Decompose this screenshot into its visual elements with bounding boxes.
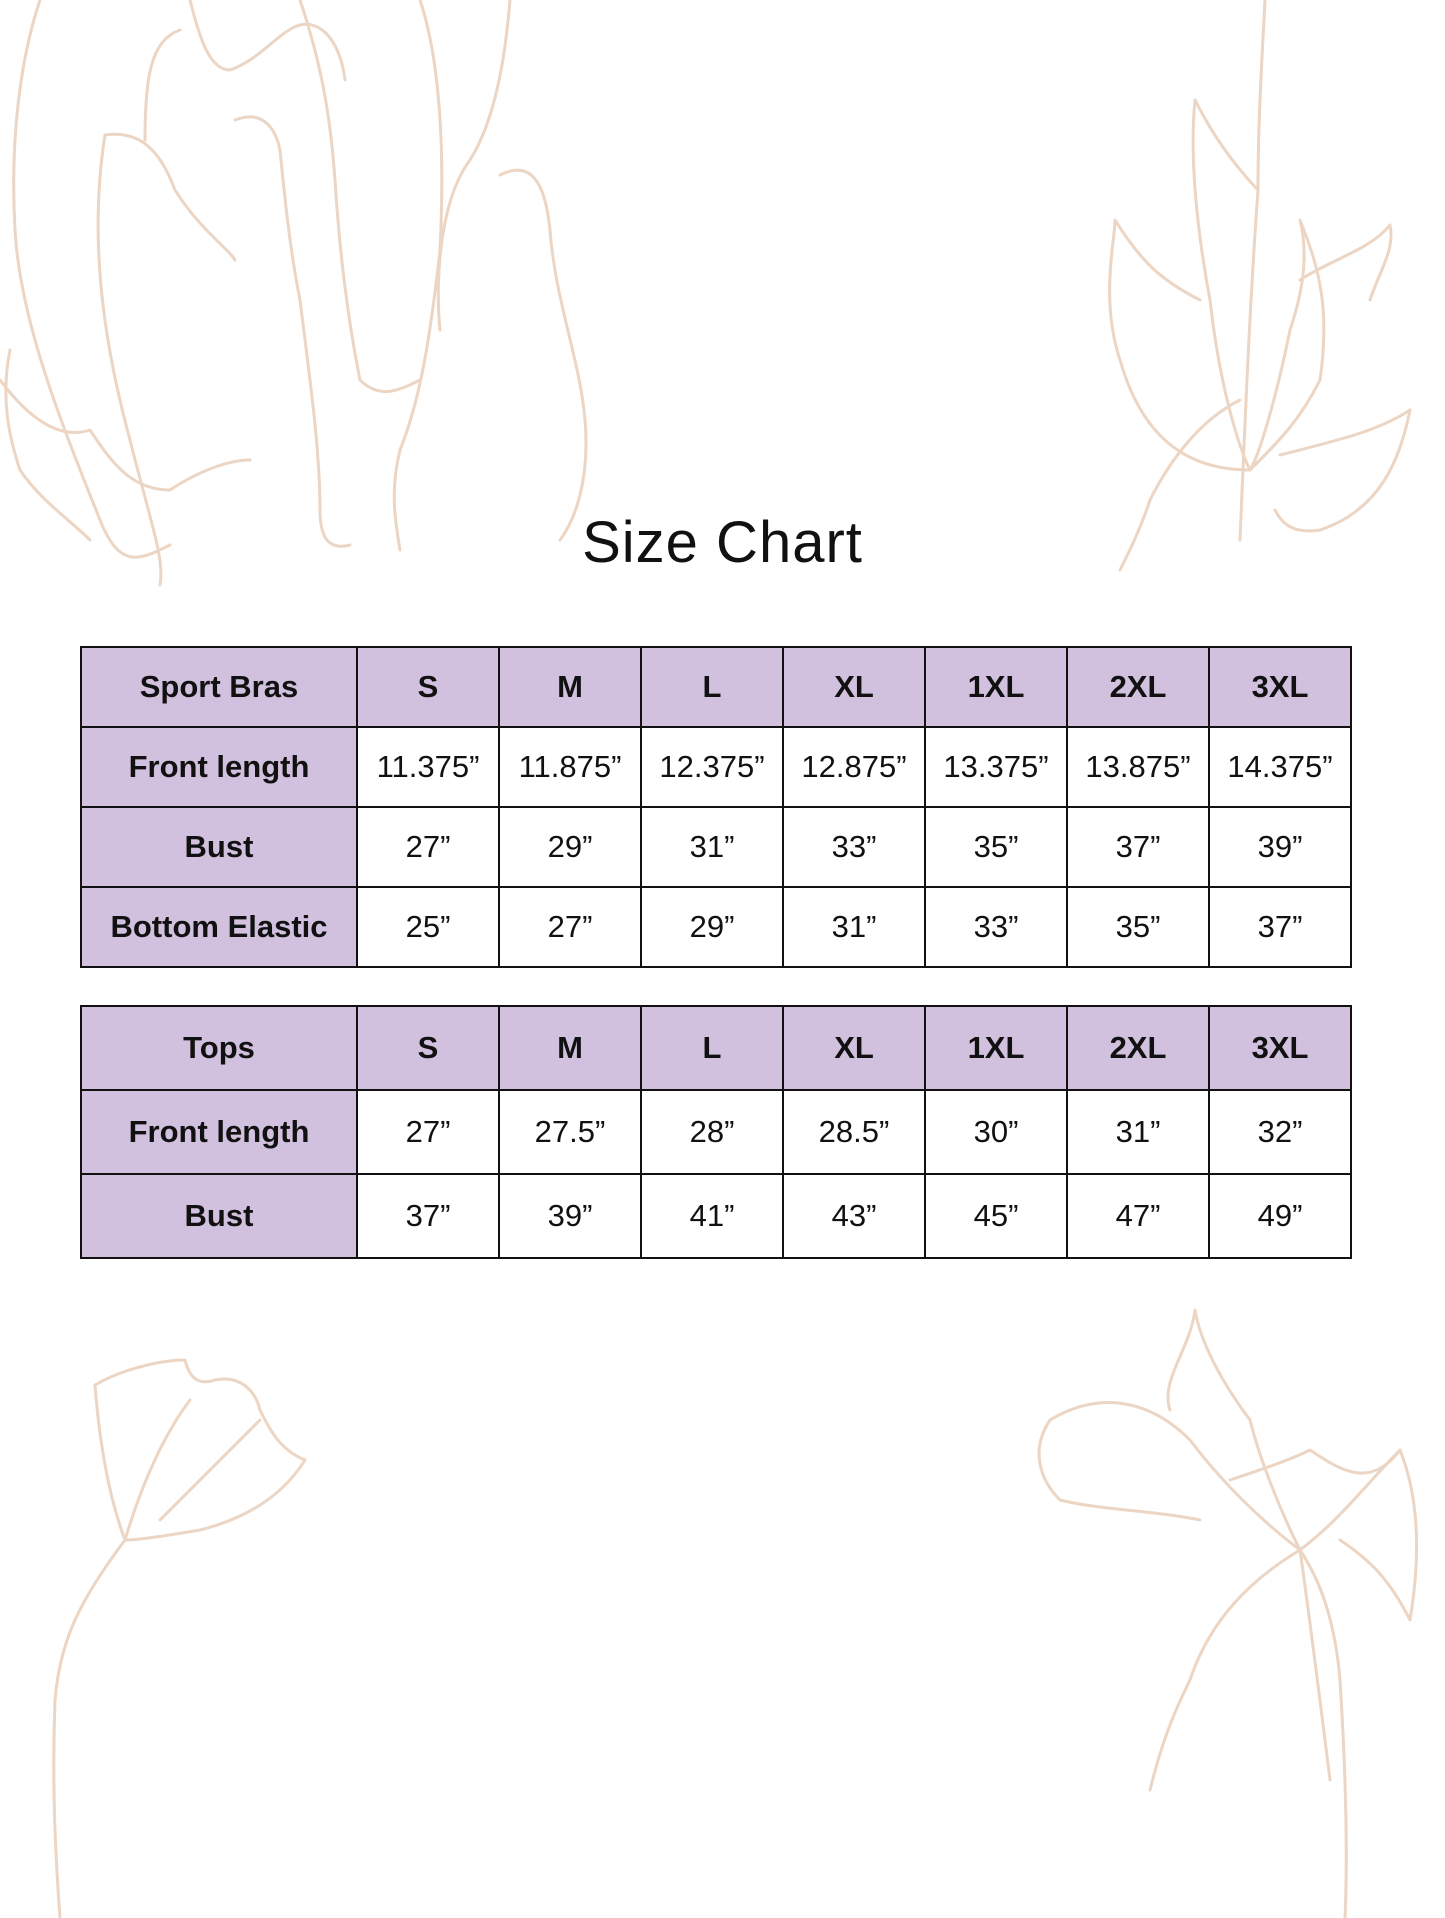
value-cell: 43”	[782, 1173, 926, 1259]
tops-size-table: Tops S M L XL 1XL 2XL 3XL Front length 2…	[80, 1005, 1352, 1259]
size-header-cell: M	[498, 646, 642, 728]
size-header-cell: 2XL	[1066, 1005, 1210, 1091]
lily-illustration-bottom-right	[1037, 1308, 1419, 1918]
value-cell: 37”	[1208, 886, 1352, 968]
table-header-row: Tops S M L XL 1XL 2XL 3XL	[80, 1005, 1352, 1091]
value-cell: 31”	[640, 806, 784, 888]
size-header-cell: L	[640, 1005, 784, 1091]
value-cell: 49”	[1208, 1173, 1352, 1259]
tulip-illustration-bottom-left	[52, 1358, 307, 1918]
value-cell: 28.5”	[782, 1089, 926, 1175]
table-row: Front length 27” 27.5” 28” 28.5” 30” 31”…	[80, 1089, 1352, 1175]
table-header-row: Sport Bras S M L XL 1XL 2XL 3XL	[80, 646, 1352, 728]
size-header-cell: 2XL	[1066, 646, 1210, 728]
value-cell: 25”	[356, 886, 500, 968]
value-cell: 11.375”	[356, 726, 500, 808]
value-cell: 47”	[1066, 1173, 1210, 1259]
table-row: Bottom Elastic 25” 27” 29” 31” 33” 35” 3…	[80, 886, 1352, 968]
table-name-cell: Tops	[80, 1005, 358, 1091]
value-cell: 39”	[498, 1173, 642, 1259]
value-cell: 27”	[498, 886, 642, 968]
table-row: Bust 37” 39” 41” 43” 45” 47” 49”	[80, 1173, 1352, 1259]
size-header-cell: XL	[782, 1005, 926, 1091]
value-cell: 29”	[498, 806, 642, 888]
peony-illustration-top-left	[0, 0, 588, 587]
value-cell: 12.375”	[640, 726, 784, 808]
row-label-cell: Bust	[80, 806, 358, 888]
table-row: Bust 27” 29” 31” 33” 35” 37” 39”	[80, 806, 1352, 888]
size-header-cell: L	[640, 646, 784, 728]
value-cell: 29”	[640, 886, 784, 968]
value-cell: 37”	[356, 1173, 500, 1259]
value-cell: 32”	[1208, 1089, 1352, 1175]
size-header-cell: 3XL	[1208, 1005, 1352, 1091]
value-cell: 33”	[924, 886, 1068, 968]
value-cell: 14.375”	[1208, 726, 1352, 808]
table-name-cell: Sport Bras	[80, 646, 358, 728]
size-header-cell: XL	[782, 646, 926, 728]
size-header-cell: 1XL	[924, 646, 1068, 728]
row-label-cell: Bottom Elastic	[80, 886, 358, 968]
value-cell: 27”	[356, 806, 500, 888]
value-cell: 33”	[782, 806, 926, 888]
size-header-cell: M	[498, 1005, 642, 1091]
value-cell: 13.375”	[924, 726, 1068, 808]
size-header-cell: S	[356, 646, 500, 728]
value-cell: 12.875”	[782, 726, 926, 808]
value-cell: 35”	[924, 806, 1068, 888]
leaf-branch-illustration-top-right	[1108, 0, 1412, 572]
value-cell: 27”	[356, 1089, 500, 1175]
value-cell: 30”	[924, 1089, 1068, 1175]
value-cell: 45”	[924, 1173, 1068, 1259]
value-cell: 11.875”	[498, 726, 642, 808]
row-label-cell: Front length	[80, 726, 358, 808]
size-header-cell: S	[356, 1005, 500, 1091]
value-cell: 39”	[1208, 806, 1352, 888]
value-cell: 37”	[1066, 806, 1210, 888]
size-header-cell: 1XL	[924, 1005, 1068, 1091]
value-cell: 28”	[640, 1089, 784, 1175]
value-cell: 35”	[1066, 886, 1210, 968]
value-cell: 31”	[782, 886, 926, 968]
row-label-cell: Bust	[80, 1173, 358, 1259]
table-row: Front length 11.375” 11.875” 12.375” 12.…	[80, 726, 1352, 808]
sport-bras-size-table: Sport Bras S M L XL 1XL 2XL 3XL Front le…	[80, 646, 1352, 968]
value-cell: 41”	[640, 1173, 784, 1259]
value-cell: 13.875”	[1066, 726, 1210, 808]
page-title: Size Chart	[582, 510, 863, 575]
size-header-cell: 3XL	[1208, 646, 1352, 728]
value-cell: 27.5”	[498, 1089, 642, 1175]
row-label-cell: Front length	[80, 1089, 358, 1175]
value-cell: 31”	[1066, 1089, 1210, 1175]
